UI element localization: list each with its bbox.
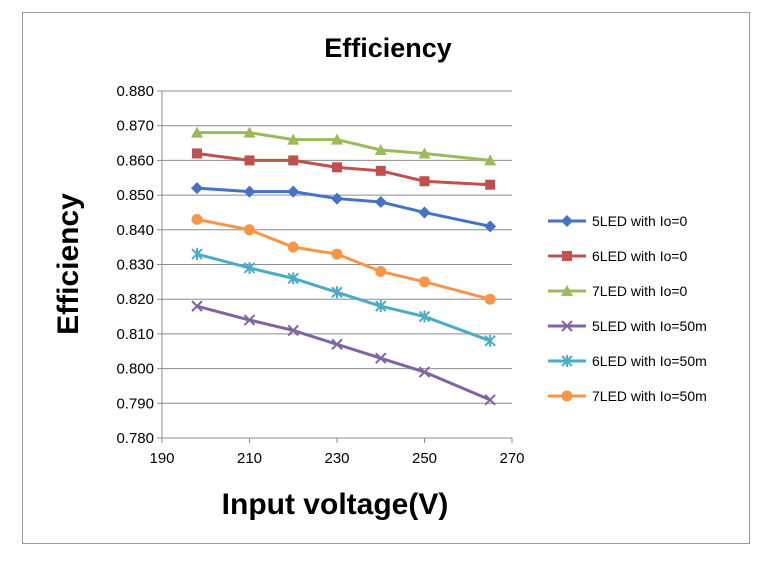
data-point [375,352,387,364]
grid-lines [162,90,512,404]
data-point [191,126,203,138]
data-point [419,276,430,288]
data-point [243,185,256,198]
y-tick-label: 0.800 [116,361,154,378]
legend-item-1: 5LED with Io=0 [548,213,688,229]
series-line [196,217,491,301]
data-point [191,300,203,312]
y-tick-label: 0.880 [116,83,154,100]
x-axis-title: Input voltage(V) [222,488,449,521]
series-line [196,252,491,343]
data-point [418,310,431,323]
legend: 5LED with Io=0 6LED with Io=0 7LED with Io… [548,213,707,404]
series-line [196,186,491,228]
legend-marker [561,285,573,296]
data-point [484,154,497,166]
data-point [191,213,203,225]
data-point [374,143,387,155]
data-point [287,324,299,337]
series-1 [191,182,497,233]
series-line [196,151,491,187]
series-4 [191,300,496,406]
x-tick-label: 210 [237,450,262,467]
legend-marker [561,215,573,227]
data-point [484,334,496,347]
data-point [418,366,431,378]
legend-marker [561,390,573,402]
data-point [331,248,343,260]
data-point [419,176,430,187]
series-5 [191,248,496,347]
data-point [375,300,387,313]
y-axis-title: Efficiency [52,193,85,335]
y-tick-label: 0.820 [116,291,154,308]
series-6 [191,213,496,305]
chart-frame [22,12,750,544]
series-line [196,304,491,402]
y-tick-label: 0.780 [116,430,154,447]
y-tick-label: 0.810 [116,326,154,343]
data-point [485,179,496,190]
legend-item-3: 7LED with Io=0 [548,283,688,299]
legend-label: 5LED with Io=50m [592,318,707,334]
legend-label: 7LED with Io=0 [592,283,688,299]
x-tick-label: 190 [149,450,174,467]
tick-labels: 0.780 0.790 0.800 0.810 0.820 0.830 0.840 0.850… [116,83,524,467]
legend-item-2: 6LED with Io=0 [548,248,688,264]
data-point [331,286,343,299]
data-point [374,196,387,209]
data-point [243,314,256,326]
legend-label: 7LED with Io=50m [592,388,707,404]
series-2 [192,148,496,190]
data-point [288,155,299,166]
data-point [331,133,343,145]
data-point [191,248,203,261]
data-point [375,265,387,277]
data-point [332,162,342,173]
legend-marker [562,251,572,261]
data-point [287,272,299,285]
axes [157,90,513,443]
legend-item-5: 6LED with Io=50m [548,353,707,369]
x-tick-label: 230 [324,450,349,467]
data-series [191,126,497,406]
data-point [375,165,386,176]
x-tick-label: 250 [412,450,437,467]
x-tick-label: 270 [499,450,524,467]
chart-title: Efficiency [324,33,452,63]
data-point [287,185,300,198]
data-point [243,126,256,138]
legend-label: 6LED with Io=50m [592,353,707,369]
series-3 [191,126,497,166]
data-point [244,224,255,236]
data-point [192,148,202,159]
y-tick-label: 0.870 [116,118,154,135]
data-point [331,338,343,351]
data-point [418,206,431,219]
data-point [287,241,299,253]
y-tick-label: 0.850 [116,187,154,204]
data-point [331,192,343,205]
legend-label: 5LED with Io=0 [592,213,688,229]
data-point [484,220,497,233]
y-tick-label: 0.830 [116,257,154,274]
data-point [418,147,431,159]
data-point [287,133,300,145]
data-point [484,394,496,406]
legend-item-4: 5LED with Io=50m [548,318,707,334]
series-line [197,131,491,162]
legend-marker [561,320,573,332]
legend-label: 6LED with Io=0 [592,248,688,264]
legend-marker [561,355,573,367]
data-point [484,293,496,305]
legend-item-6: 7LED with Io=50m [548,388,707,404]
y-tick-label: 0.840 [116,222,154,239]
y-tick-label: 0.790 [116,395,154,412]
y-tick-label: 0.860 [116,152,154,169]
data-point [244,155,255,166]
data-point [191,182,203,195]
data-point [243,261,256,274]
